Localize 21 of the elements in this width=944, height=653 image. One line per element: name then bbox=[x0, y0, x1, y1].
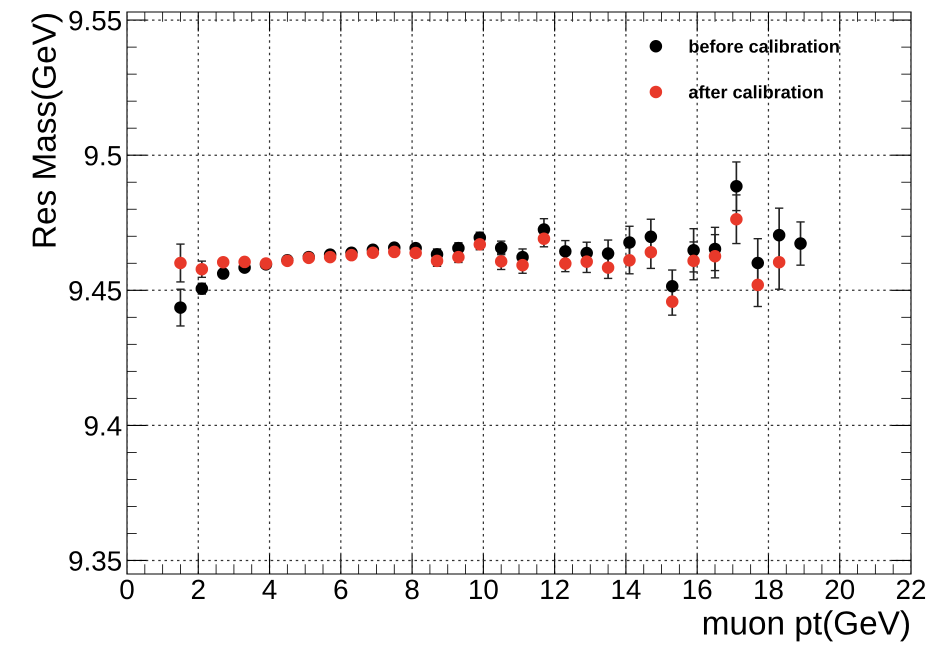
y-tick-label: 9.35 bbox=[69, 551, 121, 571]
y-tick-label: 9.4 bbox=[84, 416, 122, 436]
x-tick-label: 2 bbox=[192, 580, 205, 599]
y-tick-label: 9.55 bbox=[69, 10, 121, 30]
legend-label: before calibration bbox=[690, 39, 839, 53]
x-tick-label: 12 bbox=[541, 580, 569, 599]
y-tick-label: 9.45 bbox=[69, 280, 121, 301]
y-tick-label: 9.5 bbox=[84, 146, 121, 166]
x-tick-label: 0 bbox=[120, 580, 134, 600]
y-axis-title: Res Mass(GeV) bbox=[31, 14, 63, 246]
x-tick-label: 6 bbox=[334, 580, 348, 600]
x-tick-label: 20 bbox=[826, 580, 854, 600]
x-tick-label: 22 bbox=[896, 580, 926, 599]
x-tick-label: 16 bbox=[684, 580, 712, 600]
x-tick-label: 18 bbox=[755, 580, 783, 600]
x-tick-label: 4 bbox=[262, 580, 276, 599]
x-tick-label: 8 bbox=[406, 580, 419, 600]
legend-label: after calibration bbox=[688, 85, 823, 98]
x-tick-label: 14 bbox=[612, 580, 641, 599]
x-tick-label: 10 bbox=[470, 580, 498, 600]
x-axis-title: muon pt(GeV) bbox=[704, 610, 909, 642]
